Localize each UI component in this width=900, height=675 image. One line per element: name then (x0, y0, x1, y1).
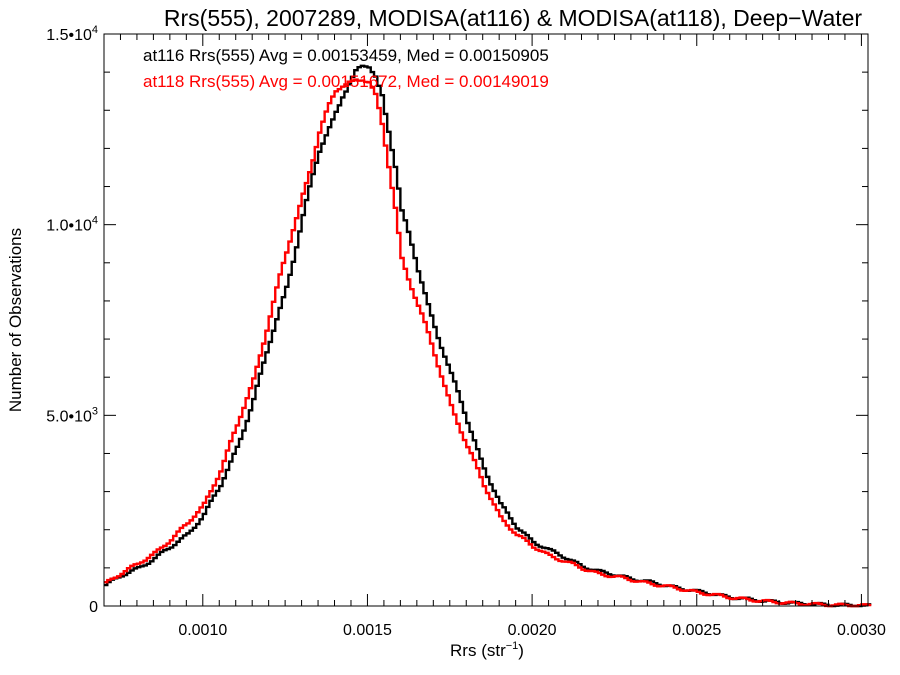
y-axis-title: Number of Observations (6, 228, 25, 412)
x-tick-label: 0.0010 (178, 622, 227, 639)
y-tick-label: 1.0•104 (46, 215, 98, 235)
x-axis-title: Rrs (str−1) (450, 640, 524, 660)
series-line-1 (104, 64, 872, 608)
y-axis: 0 5.0•103 1.0•104 1.5•104 (46, 24, 868, 616)
y-tick-label: 1.5•104 (46, 24, 98, 44)
series-line-2 (104, 78, 872, 608)
annotations: at116 Rrs(555) Avg = 0.00153459, Med = 0… (143, 46, 549, 91)
x-tick-label: 0.0015 (343, 622, 392, 639)
stats-annotation-2: at118 Rrs(555) Avg = 0.00151672, Med = 0… (143, 72, 549, 91)
y-tick-label: 5.0•103 (46, 405, 98, 425)
x-axis: 0.0010 0.0015 0.0020 0.0025 0.0030 (119, 34, 886, 639)
chart-title: Rrs(555), 2007289, MODISA(at116) & MODIS… (164, 5, 863, 31)
x-axis-title-main: Rrs (str (450, 641, 506, 660)
series-layer (104, 64, 872, 608)
x-tick-label: 0.0030 (837, 622, 886, 639)
x-tick-label: 0.0025 (672, 622, 721, 639)
x-axis-title-close: ) (518, 641, 524, 660)
x-tick-label: 0.0020 (508, 622, 557, 639)
stats-annotation-1: at116 Rrs(555) Avg = 0.00153459, Med = 0… (143, 46, 549, 65)
plot-frame (103, 33, 869, 607)
x-axis-title-sup: −1 (506, 640, 519, 652)
y-tick-label: 0 (89, 599, 98, 616)
